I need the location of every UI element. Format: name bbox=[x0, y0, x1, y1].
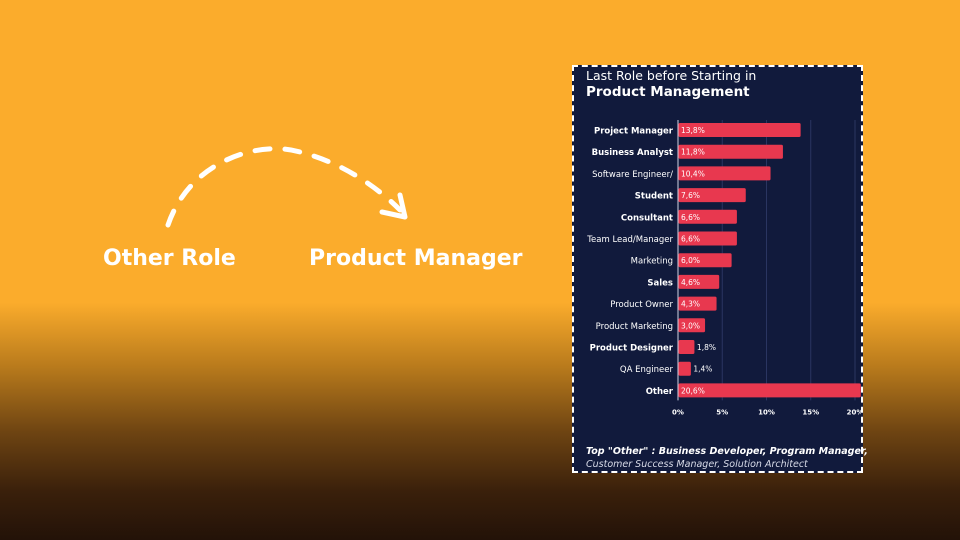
chart-title: Last Role before Starting in bbox=[586, 68, 757, 83]
bar bbox=[678, 253, 732, 268]
value-label: 10,4% bbox=[681, 169, 705, 178]
value-label: 6,6% bbox=[681, 235, 700, 244]
other-role-label: Other Role bbox=[103, 246, 236, 271]
category-label: Business Analyst bbox=[592, 148, 673, 158]
category-label: Project Manager bbox=[594, 127, 674, 137]
bar bbox=[678, 144, 783, 159]
category-label: Software Engineer/ bbox=[592, 170, 673, 180]
bar bbox=[678, 274, 720, 289]
product-manager-label: Product Manager bbox=[309, 246, 523, 271]
bar-chart: 0% 5% 10% 15% 20% Project Manager 13,8% Busines… bbox=[586, 120, 861, 416]
value-label: 20,6% bbox=[681, 386, 705, 395]
value-label: 7,6% bbox=[681, 191, 700, 200]
category-label: Product Designer bbox=[590, 344, 674, 354]
dashed-arrow-icon bbox=[165, 146, 408, 228]
bar bbox=[678, 188, 746, 203]
value-label: 4,3% bbox=[681, 300, 700, 309]
bar bbox=[678, 361, 691, 376]
value-label: 3,0% bbox=[681, 321, 700, 330]
footnote-line-1: Top "Other" : Business Developer, Progra… bbox=[586, 446, 868, 457]
category-label: QA Engineer bbox=[620, 365, 674, 375]
value-label: 13,8% bbox=[681, 126, 705, 135]
category-label: Consultant bbox=[621, 213, 673, 223]
bar bbox=[678, 231, 737, 246]
bar bbox=[678, 296, 717, 311]
category-label: Product Marketing bbox=[596, 322, 673, 332]
value-label: 6,6% bbox=[681, 213, 700, 222]
bar bbox=[678, 209, 737, 224]
value-label: 11,8% bbox=[681, 148, 705, 157]
bar bbox=[678, 383, 861, 398]
x-tick-label: 10% bbox=[758, 408, 775, 416]
value-label: 1,8% bbox=[697, 343, 716, 352]
x-tick-label: 0% bbox=[672, 408, 684, 416]
x-tick-label: 15% bbox=[802, 408, 819, 416]
value-label: 1,4% bbox=[693, 365, 712, 374]
category-label: Product Owner bbox=[610, 300, 673, 310]
bar bbox=[678, 318, 706, 333]
footnote-line-2: Customer Success Manager, Solution Archi… bbox=[586, 459, 808, 470]
category-label: Team Lead/Manager bbox=[586, 235, 673, 245]
chart-card: Last Role before Starting in Product Man… bbox=[572, 65, 868, 473]
category-label: Student bbox=[635, 192, 673, 202]
bar bbox=[678, 123, 801, 137]
bar bbox=[678, 166, 771, 181]
x-tick-label: 20% bbox=[847, 408, 861, 416]
value-label: 6,0% bbox=[681, 256, 700, 265]
x-tick-label: 5% bbox=[716, 408, 728, 416]
bar bbox=[678, 340, 695, 354]
chart-subtitle: Product Management bbox=[586, 84, 750, 100]
category-label: Other bbox=[646, 387, 674, 397]
value-label: 4,6% bbox=[681, 278, 700, 287]
category-label: Sales bbox=[647, 278, 673, 288]
category-label: Marketing bbox=[631, 257, 673, 267]
